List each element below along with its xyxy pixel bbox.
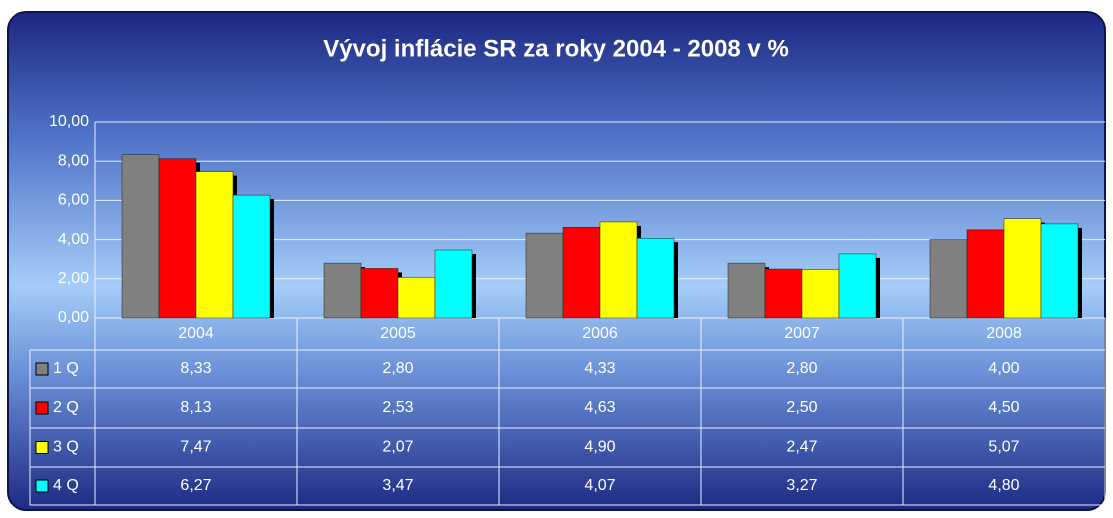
y-tick-label: 2,00	[58, 270, 89, 287]
value-label: 5,07	[988, 439, 1019, 456]
legend-swatch	[35, 401, 49, 415]
legend-label: 1 Q	[53, 360, 79, 377]
bar	[195, 171, 234, 319]
bar	[636, 237, 675, 319]
bar	[434, 249, 473, 319]
bar	[966, 229, 1005, 319]
value-label: 7,47	[180, 439, 211, 456]
value-label: 8,33	[180, 360, 211, 377]
value-label: 4,80	[988, 477, 1019, 494]
value-label: 2,47	[786, 439, 817, 456]
x-tick-label: 2005	[380, 325, 416, 342]
legend-label: 2 Q	[53, 399, 79, 416]
bar	[1003, 218, 1042, 319]
value-label: 4,07	[584, 477, 615, 494]
value-label: 8,13	[180, 399, 211, 416]
legend-swatch	[35, 441, 49, 454]
value-label: 2,07	[382, 439, 413, 456]
value-label: 3,27	[786, 477, 817, 494]
bar	[121, 154, 160, 319]
x-tick-label: 2004	[178, 325, 214, 342]
bar	[360, 268, 399, 319]
chart-title: Vývoj inflácie SR za roky 2004 - 2008 v …	[323, 35, 789, 62]
bar	[397, 277, 436, 319]
bar	[525, 232, 564, 319]
x-tick-label: 2007	[784, 325, 820, 342]
y-tick-label: 10,00	[49, 113, 89, 130]
bar	[801, 269, 840, 319]
bar	[929, 239, 968, 319]
value-label: 2,80	[786, 360, 817, 377]
bar	[1040, 223, 1079, 319]
value-label: 4,50	[988, 399, 1019, 416]
y-tick-label: 0,00	[58, 309, 89, 326]
legend-label: 4 Q	[53, 477, 79, 494]
value-label: 2,53	[382, 399, 413, 416]
value-label: 6,27	[180, 477, 211, 494]
value-label: 4,00	[988, 360, 1019, 377]
legend-swatch	[35, 362, 49, 376]
value-label: 4,33	[584, 360, 615, 377]
bar	[323, 262, 362, 319]
bar	[838, 253, 877, 319]
value-label: 2,50	[786, 399, 817, 416]
bar	[562, 227, 601, 319]
bar	[158, 158, 197, 319]
y-tick-label: 4,00	[58, 231, 89, 248]
value-label: 2,80	[382, 360, 413, 377]
bar	[599, 221, 638, 319]
bar	[727, 262, 766, 319]
value-label: 4,63	[584, 399, 615, 416]
y-tick-label: 8,00	[58, 152, 89, 169]
bar	[764, 268, 803, 319]
bar	[232, 194, 271, 319]
y-tick-label: 6,00	[58, 192, 89, 209]
value-label: 3,47	[382, 477, 413, 494]
x-tick-label: 2006	[582, 325, 618, 342]
legend-label: 3 Q	[53, 439, 79, 456]
legend-swatch	[35, 479, 49, 493]
x-tick-label: 2008	[986, 325, 1022, 342]
value-label: 4,90	[584, 439, 615, 456]
